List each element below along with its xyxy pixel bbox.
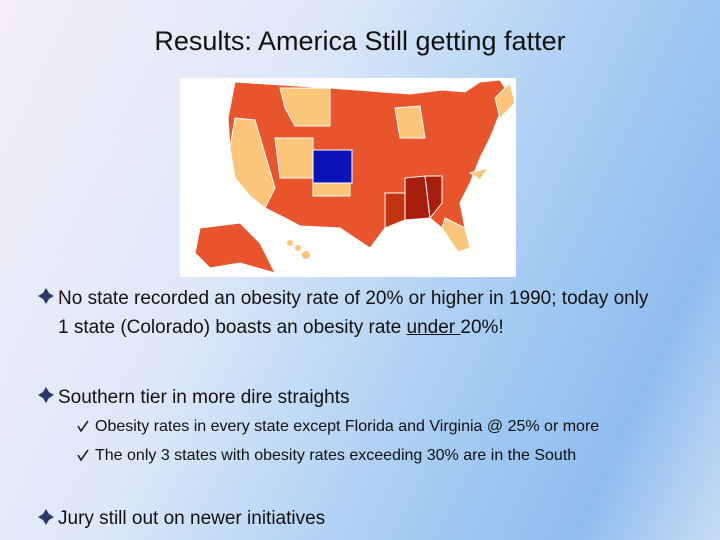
slide-title: Results: America Still getting fatter: [154, 26, 566, 56]
text: 20%!: [460, 317, 504, 338]
obesity-map: [180, 78, 516, 277]
bullet-icon: [38, 509, 54, 525]
check-icon: [77, 420, 89, 433]
sub-bullet-text: Obesity rates in every state except Flor…: [95, 418, 600, 435]
text: No state recorded an obesity rate of 20%…: [58, 288, 649, 338]
bullet-icon: [38, 288, 54, 304]
sub-bullet-text: The only 3 states with obesity rates exc…: [95, 447, 577, 464]
bullet-icon: [38, 387, 54, 403]
bullet-text: Jury still out on newer initiatives: [58, 508, 326, 529]
bullet-text: No state recorded an obesity rate of 20%…: [58, 284, 658, 342]
underlined-text: under: [406, 317, 461, 338]
check-icon: [77, 449, 89, 462]
bullet-text: Southern tier in more dire straights: [58, 387, 350, 408]
